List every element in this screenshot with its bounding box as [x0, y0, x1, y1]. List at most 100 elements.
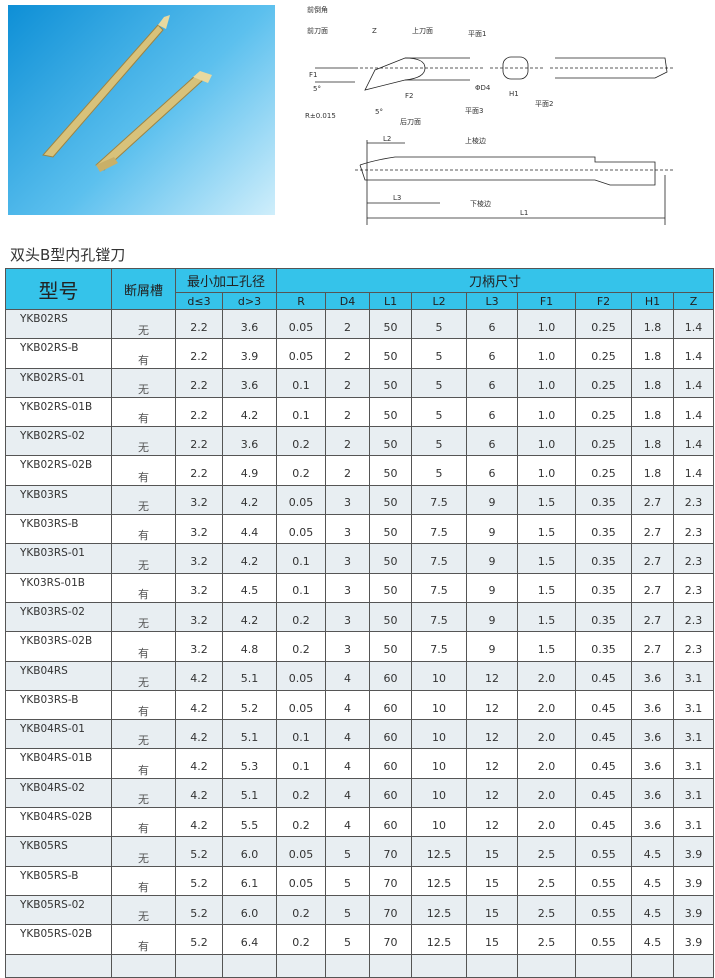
- slot-cell: 有: [111, 748, 176, 779]
- value-cell: 4.2: [175, 660, 223, 691]
- value-cell: 5: [325, 894, 371, 926]
- model-cell: YK03RS-01B: [5, 572, 112, 603]
- value-cell: 4.2: [175, 777, 223, 809]
- value-cell: 2.7: [631, 631, 675, 662]
- slot-cell: 有: [111, 572, 176, 603]
- table-row: YKB04RS-02 无 4.2 5.1 0.2 4 60 10 12 2.0 0.45 3.6 3.1: [5, 777, 715, 809]
- value-cell: 2: [325, 367, 371, 398]
- model-cell: YKB04RS-01: [5, 719, 112, 750]
- value-cell: 1.4: [673, 455, 715, 486]
- model-cell: YKB03RS-01: [5, 543, 112, 574]
- value-cell: 4.5: [631, 865, 675, 896]
- value-cell: 0.1: [276, 543, 327, 574]
- value-cell: 2.7: [631, 543, 675, 574]
- value-cell: 0.45: [575, 719, 633, 750]
- empty-cell: [111, 953, 176, 978]
- slot-cell: 有: [111, 865, 176, 896]
- svg-text:5°: 5°: [313, 85, 321, 93]
- value-cell: 3.6: [631, 807, 675, 838]
- header-model: 型号: [5, 268, 112, 310]
- model-cell: YKB03RS-B: [5, 514, 112, 545]
- value-cell: 0.35: [575, 514, 633, 545]
- table-row: YKB03RS-B 有 3.2 4.4 0.05 3 50 7.5 9 1.5 0.35 2.7 2.3: [5, 514, 715, 545]
- table-row: YKB05RS 无 5.2 6.0 0.05 5 70 12.5 15 2.5 0.55 4.5 3.9: [5, 836, 715, 867]
- value-cell: 0.1: [276, 719, 327, 750]
- svg-text:前倒角: 前倒角: [307, 5, 328, 14]
- value-cell: 7.5: [411, 601, 468, 633]
- value-cell: 12: [466, 777, 519, 809]
- value-cell: 50: [369, 631, 413, 662]
- value-cell: 6.0: [221, 894, 278, 926]
- value-cell: 0.35: [575, 543, 633, 574]
- value-cell: 4: [325, 719, 371, 750]
- value-cell: 50: [369, 543, 413, 574]
- value-cell: 2.7: [631, 514, 675, 545]
- table-row: YKB05RS-B 有 5.2 6.1 0.05 5 70 12.5 15 2.5 0.55 4.5 3…: [5, 865, 715, 896]
- value-cell: 60: [369, 748, 413, 779]
- empty-cell: [631, 953, 675, 978]
- value-cell: 0.2: [276, 426, 327, 457]
- value-cell: 5.3: [221, 748, 278, 779]
- value-cell: 3.9: [673, 836, 715, 867]
- value-cell: 3: [325, 543, 371, 574]
- value-cell: 3.9: [673, 865, 715, 896]
- svg-text:F2: F2: [405, 92, 413, 100]
- value-cell: 3.6: [221, 367, 278, 398]
- value-cell: 4.5: [631, 894, 675, 926]
- svg-text:F1: F1: [309, 71, 317, 79]
- value-cell: 10: [411, 660, 468, 691]
- table-row: YKB02RS-01 无 2.2 3.6 0.1 2 50 5 6 1.0 0.25 1.8 1.4: [5, 367, 715, 398]
- value-cell: 3.2: [175, 514, 223, 545]
- value-cell: 0.45: [575, 689, 633, 721]
- value-cell: 0.35: [575, 631, 633, 662]
- value-cell: 2.0: [517, 660, 577, 691]
- value-cell: 6: [466, 396, 519, 428]
- value-cell: 0.1: [276, 396, 327, 428]
- value-cell: 60: [369, 719, 413, 750]
- value-cell: 6: [466, 367, 519, 398]
- slot-cell: 无: [111, 660, 176, 691]
- value-cell: 9: [466, 543, 519, 574]
- value-cell: 5: [325, 836, 371, 867]
- slot-cell: 有: [111, 396, 176, 428]
- empty-cell: [466, 953, 519, 978]
- value-cell: 4.2: [175, 689, 223, 721]
- value-cell: 1.0: [517, 455, 577, 486]
- value-cell: 2.2: [175, 367, 223, 398]
- value-cell: 4.5: [221, 572, 278, 603]
- value-cell: 50: [369, 484, 413, 516]
- value-cell: 9: [466, 572, 519, 603]
- value-cell: 0.55: [575, 924, 633, 955]
- value-cell: 4: [325, 777, 371, 809]
- table-row: YKB05RS-02B 有 5.2 6.4 0.2 5 70 12.5 15 2.5 0.55 4.5…: [5, 924, 715, 955]
- value-cell: 2: [325, 396, 371, 428]
- value-cell: 3.1: [673, 660, 715, 691]
- slot-cell: 有: [111, 807, 176, 838]
- svg-text:前刀面: 前刀面: [307, 26, 328, 35]
- value-cell: 4.2: [221, 601, 278, 633]
- value-cell: 5: [411, 426, 468, 457]
- value-cell: 0.05: [276, 308, 327, 340]
- value-cell: 2.5: [517, 865, 577, 896]
- value-cell: 4: [325, 689, 371, 721]
- value-cell: 12: [466, 807, 519, 838]
- value-cell: 50: [369, 367, 413, 398]
- value-cell: 5.2: [175, 865, 223, 896]
- header-l1: L1: [369, 292, 413, 310]
- svg-text:R±0.015: R±0.015: [305, 112, 336, 120]
- value-cell: 5.5: [221, 807, 278, 838]
- value-cell: 0.45: [575, 807, 633, 838]
- value-cell: 3.6: [631, 689, 675, 721]
- value-cell: 2.3: [673, 543, 715, 574]
- value-cell: 2: [325, 338, 371, 369]
- value-cell: 0.55: [575, 894, 633, 926]
- svg-text:ΦD4: ΦD4: [475, 84, 491, 92]
- model-cell: YKB03RS: [5, 484, 112, 516]
- boring-tool-image: [42, 15, 212, 172]
- value-cell: 50: [369, 338, 413, 369]
- value-cell: 6.1: [221, 865, 278, 896]
- value-cell: 10: [411, 807, 468, 838]
- value-cell: 60: [369, 807, 413, 838]
- slot-cell: 有: [111, 338, 176, 369]
- value-cell: 6: [466, 455, 519, 486]
